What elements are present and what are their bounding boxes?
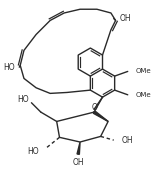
Text: HO: HO — [3, 63, 15, 72]
Text: OMe: OMe — [135, 68, 151, 74]
Text: OH: OH — [119, 14, 131, 23]
Text: OH: OH — [72, 158, 84, 167]
Polygon shape — [93, 111, 108, 122]
Text: HO: HO — [27, 147, 39, 156]
Text: O: O — [92, 103, 98, 112]
Text: OH: OH — [121, 136, 133, 145]
Text: HO: HO — [17, 95, 29, 104]
Polygon shape — [77, 142, 80, 154]
Text: OMe: OMe — [135, 92, 151, 98]
